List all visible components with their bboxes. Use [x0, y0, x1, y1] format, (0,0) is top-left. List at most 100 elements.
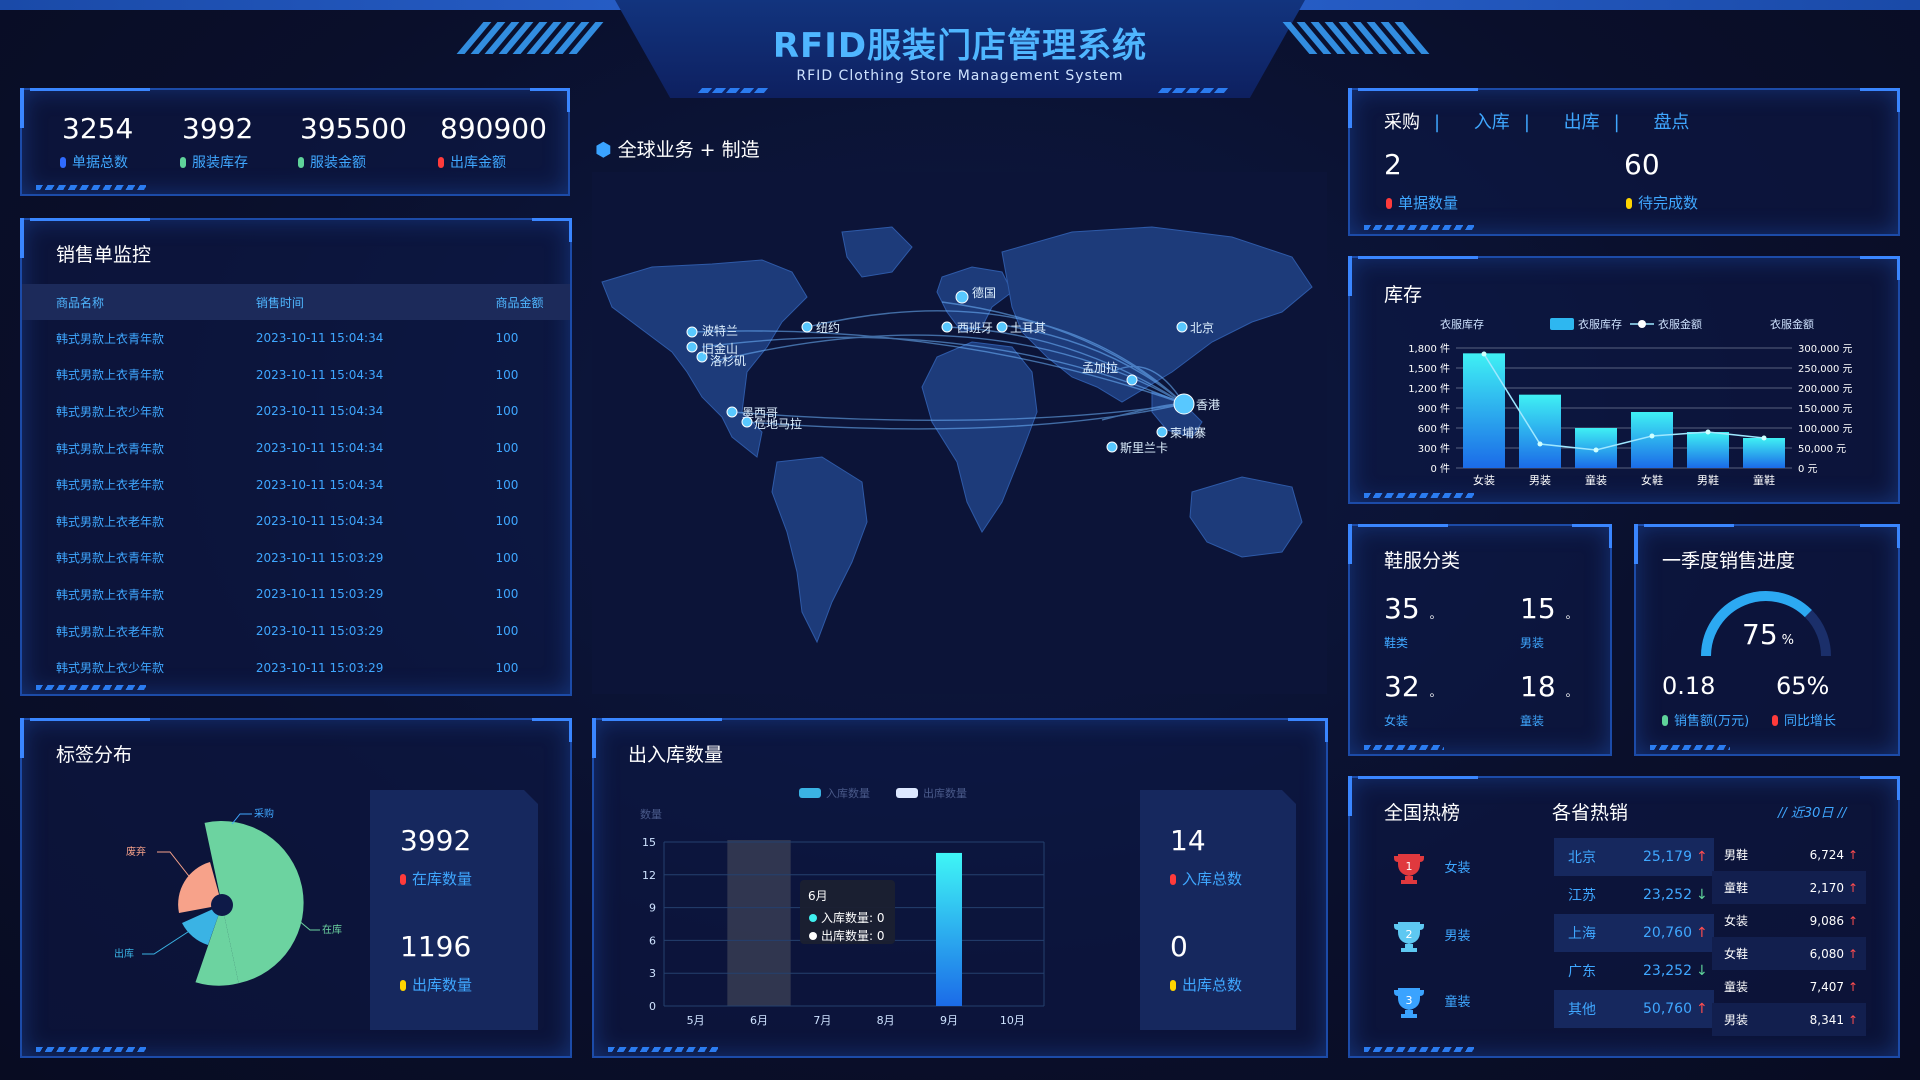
x-tick-label: 6月: [750, 1014, 768, 1027]
x-tick-label: 女装: [1473, 473, 1495, 487]
y-right-tick-label: 50,000 元: [1798, 444, 1846, 455]
table-row[interactable]: 韩式男款上衣青年款 2023-10-11 15:04:34 100: [22, 320, 570, 357]
shoes-count-label: 鞋类: [1384, 636, 1409, 650]
pie-hole: [211, 894, 233, 916]
pie-slice-in-stock-lower: [195, 905, 239, 986]
stats-panel: 3254 单据总数 3992 服装库存 395500 服装金额 890900 出…: [20, 88, 570, 196]
city-spain: 西班牙: [957, 321, 993, 335]
x-tick-label: 7月: [813, 1014, 831, 1027]
category-value: 6,724: [1809, 847, 1844, 862]
africa: [921, 341, 1038, 533]
y-right-tick-label: 200,000 元: [1798, 384, 1853, 395]
table-row[interactable]: 韩式男款上衣少年款 2023-10-11 15:04:34 100: [22, 393, 570, 430]
x-tick-label: 女鞋: [1641, 473, 1663, 487]
province-table: 北京 25,179 ↑ 江苏 23,252 ↓ 上海 20,760 ↑ 广东 23,252 ↓ 其他 50…: [1554, 838, 1714, 1028]
table-row[interactable]: 韩式男款上衣青年款 2023-10-11 15:03:29 100: [22, 540, 570, 577]
province-name: 其他: [1554, 990, 1617, 1028]
table-cell: 2023-10-11 15:03:29: [255, 550, 384, 565]
rank-2[interactable]: 2 男装: [1390, 918, 1470, 954]
tooltip-month: 6月: [808, 889, 828, 903]
trend-arrow-icon: ↑: [1696, 990, 1714, 1028]
col-sale-time[interactable]: 销售时间: [195, 284, 426, 320]
tab-purchase[interactable]: 采购: [1384, 112, 1420, 133]
table-row[interactable]: 韩式男款上衣少年款 2023-10-11 15:03:29 100: [22, 649, 570, 686]
province-row[interactable]: 上海 20,760 ↑: [1554, 914, 1714, 952]
table-cell: 2023-10-11 15:04:34: [255, 441, 384, 456]
category-name: 女鞋: [1712, 937, 1778, 970]
header-stripes-left: [456, 22, 604, 54]
period-filter[interactable]: // 近30日 //: [1778, 806, 1847, 821]
label-out: 出库: [114, 947, 134, 960]
stock-title: 库存: [1384, 284, 1423, 306]
category-value: 2,170: [1777, 871, 1848, 904]
tab-inbound[interactable]: 入库: [1473, 112, 1510, 133]
rank-3[interactable]: 3 童装: [1390, 984, 1470, 1020]
province-row[interactable]: 北京 25,179 ↑: [1554, 838, 1714, 876]
table-row[interactable]: 韩式男款上衣青年款 2023-10-11 15:04:34 100: [22, 430, 570, 467]
table-cell: 2023-10-11 15:04:34: [255, 514, 384, 529]
category-row[interactable]: 男装 8,341 ↑: [1712, 1003, 1866, 1036]
col-product-name[interactable]: 商品名称: [22, 284, 196, 320]
category-row[interactable]: 男鞋 6,724 ↑: [1712, 838, 1866, 871]
tab-outbound[interactable]: 出库: [1563, 112, 1600, 133]
purchase-panel: [1348, 88, 1900, 236]
map-title: ⬢ 全球业务 + 制造: [595, 139, 760, 161]
category-row[interactable]: 女装 9,086 ↑: [1712, 904, 1866, 937]
city-bangladesh: 孟加拉: [1082, 360, 1118, 375]
world-map[interactable]: 波特兰 旧金山 洛杉矶 纽约 墨西哥 危地马拉 德国 西班牙 土耳其 北京 孟加…: [592, 172, 1327, 694]
y-right-tick-label: 300,000 元: [1798, 344, 1853, 355]
category-row[interactable]: 女鞋 6,080 ↑: [1712, 937, 1866, 970]
table-row[interactable]: 韩式男款上衣老年款 2023-10-11 15:04:34 100: [22, 466, 570, 503]
province-name: 广东: [1568, 964, 1596, 980]
trend-arrow-icon: ↑: [1848, 913, 1859, 928]
tags-summary: 3992 在库数量 1196 出库数量: [370, 790, 538, 1030]
province-row[interactable]: 江苏 23,252 ↓: [1554, 876, 1714, 914]
y-tick-label: 1,500 件: [1408, 363, 1450, 375]
y-tick-label: 6: [649, 934, 656, 947]
tags-panel: 标签分布 采购 废弃 出库 在库 3992 在库数量 1196 出库数量: [20, 718, 572, 1058]
table-cell: 100: [495, 477, 519, 492]
x-tick-label: 10月: [1000, 1014, 1025, 1027]
stat-doc-total-label: 单据总数: [60, 152, 128, 172]
y-right-tick-label: 100,000 元: [1798, 424, 1853, 435]
trend-arrow-icon: ↓: [1696, 963, 1708, 979]
province-row[interactable]: 其他 50,760 ↑: [1554, 990, 1714, 1028]
city-hongkong: 香港: [1196, 398, 1220, 412]
tags-title: 标签分布: [56, 744, 133, 766]
pie-slice-discard: [178, 862, 222, 913]
marker-guatemala: [741, 416, 753, 428]
tab-inventory-check[interactable]: 盘点: [1653, 112, 1690, 133]
marker-bangladesh: [1126, 374, 1138, 386]
bar-stock-男鞋: [1687, 432, 1729, 468]
table-row[interactable]: 韩式男款上衣老年款 2023-10-11 15:04:34 100: [22, 503, 570, 540]
svg-text:2: 2: [1406, 928, 1413, 941]
y-tick-label: 9: [649, 902, 656, 915]
page-title: RFID服装门店管理系统: [772, 26, 1148, 66]
quarter-progress: 75%: [1742, 618, 1794, 651]
province-hot-title: 各省热销: [1552, 802, 1629, 824]
table-row[interactable]: 韩式男款上衣青年款 2023-10-11 15:04:34 100: [22, 357, 570, 394]
header: RFID服装门店管理系统 RFID Clothing Store Managem…: [640, 0, 1280, 90]
y-right-tick-label: 150,000 元: [1798, 404, 1853, 415]
rank-1[interactable]: 1 女装: [1390, 850, 1470, 886]
x-tick-label: 男装: [1529, 474, 1551, 487]
quarter-sales-label: 销售额(万元): [1662, 710, 1749, 729]
bar-in-9月: [936, 852, 962, 1006]
category-row[interactable]: 童装 7,407 ↑: [1712, 970, 1866, 1003]
category-row[interactable]: 童鞋 2,170 ↑: [1712, 871, 1866, 904]
province-row[interactable]: 广东 23,252 ↓: [1554, 952, 1714, 990]
hover-band: [727, 840, 791, 1006]
marker-turkey: [996, 321, 1008, 333]
legend-out-label: 出库数量: [923, 786, 967, 800]
y-tick-label: 3: [649, 967, 656, 980]
kids-count-value: 18。: [1520, 670, 1578, 703]
south-america: [771, 456, 868, 644]
table-row[interactable]: 韩式男款上衣老年款 2023-10-11 15:03:29 100: [22, 613, 570, 650]
stat-out-amount-value: 890900: [440, 112, 547, 145]
table-cell: 2023-10-11 15:04:34: [255, 331, 384, 346]
bar-stock-童鞋: [1743, 438, 1785, 468]
table-row[interactable]: 韩式男款上衣青年款 2023-10-11 15:03:29 100: [22, 576, 570, 613]
col-amount[interactable]: 商品金额: [425, 284, 570, 320]
city-sri-lanka: 斯里兰卡: [1120, 441, 1168, 455]
city-germany: 德国: [972, 285, 996, 300]
